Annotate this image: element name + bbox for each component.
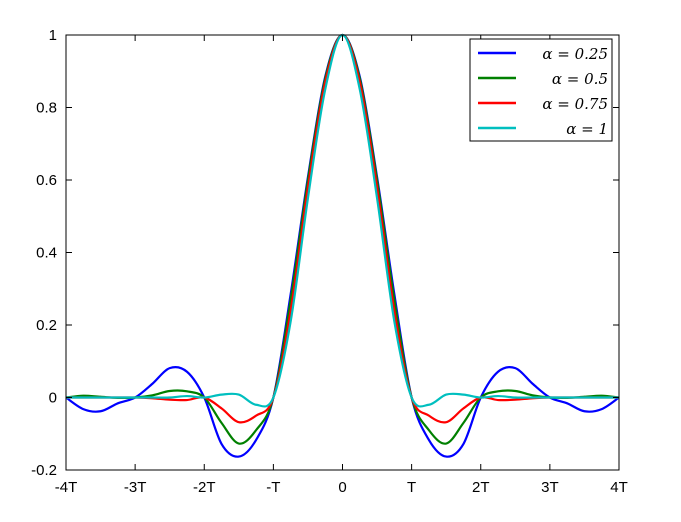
x-tick-label: T (407, 479, 416, 496)
legend-label: α = 0.25 (542, 45, 608, 63)
x-tick-label: 2T (472, 479, 490, 496)
y-tick-label: 0.8 (36, 100, 57, 117)
x-tick-label: -4T (55, 479, 78, 496)
x-tick-label: 3T (541, 479, 559, 496)
y-tick-label: 0.4 (36, 245, 57, 262)
y-tick-label: 0.6 (36, 172, 57, 189)
legend-label: α = 0.75 (542, 95, 608, 113)
legend-label: α = 0.5 (552, 70, 608, 88)
legend: α = 0.25 α = 0.5 α = 0.75 α = 1 (469, 38, 613, 142)
axis-ticks: -4T -3T -2T -T 0 T 2T 3T 4T -0.2 0 0.2 0.4 0.6 0.8 1 (31, 27, 628, 496)
x-tick-label: -3T (124, 479, 147, 496)
x-tick-label: 4T (610, 479, 628, 496)
y-tick-label: 1 (49, 27, 57, 44)
y-tick-label: -0.2 (31, 462, 57, 479)
legend-label: α = 1 (566, 120, 608, 138)
x-tick-label: -2T (193, 479, 216, 496)
x-tick-label: 0 (338, 479, 346, 496)
y-tick-label: 0 (49, 390, 57, 407)
legend-box (469, 38, 613, 142)
y-tick-label: 0.2 (36, 317, 57, 334)
x-tick-label: -T (266, 479, 280, 496)
